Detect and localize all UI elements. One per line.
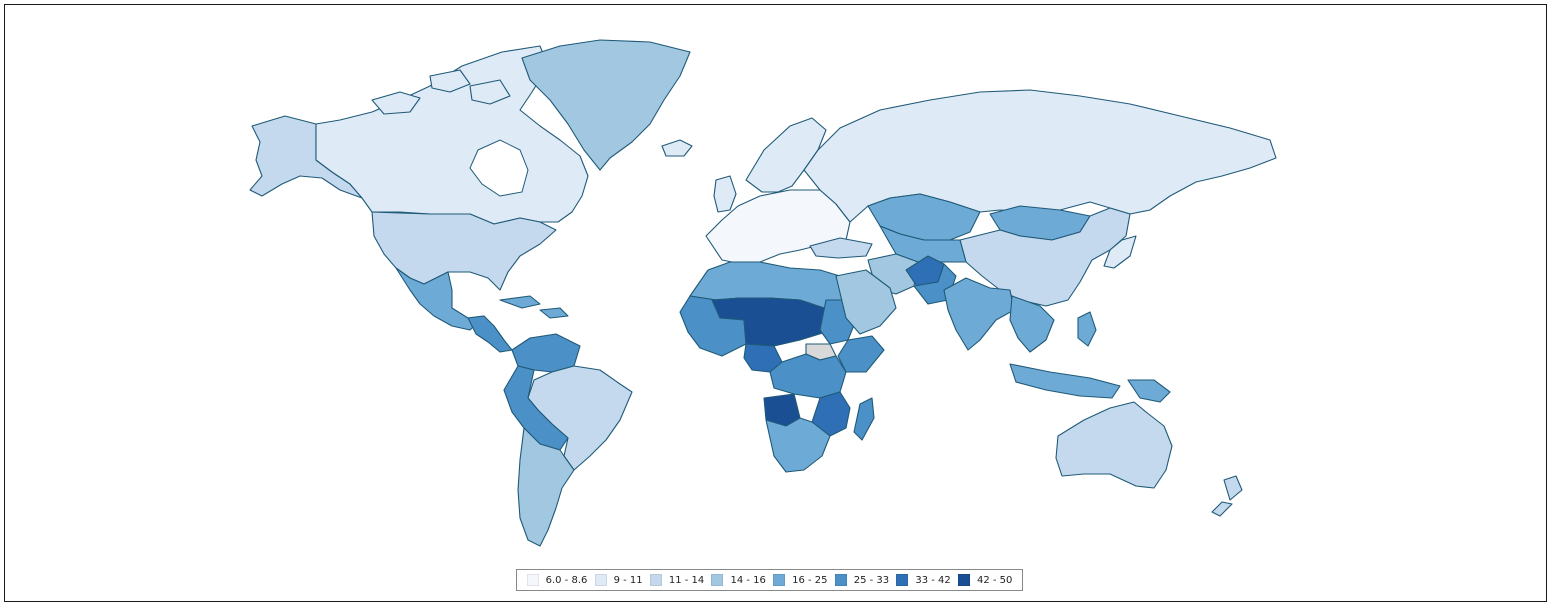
legend-label: 16 - 25 bbox=[792, 574, 828, 586]
legend-swatch bbox=[896, 574, 909, 586]
region-argentina-chile[interactable] bbox=[517, 427, 575, 547]
legend-label: 14 - 16 bbox=[730, 574, 766, 586]
region-turkey[interactable] bbox=[809, 237, 873, 259]
region-peru-bolivia[interactable] bbox=[503, 365, 569, 451]
legend-item: 16 - 25 bbox=[773, 574, 828, 586]
region-india[interactable] bbox=[943, 277, 1015, 351]
legend-swatch bbox=[773, 574, 786, 586]
region-united-states[interactable] bbox=[371, 211, 557, 291]
legend-item: 42 - 50 bbox=[957, 574, 1013, 586]
region-uk-ireland[interactable] bbox=[713, 175, 737, 213]
legend-label: 25 - 33 bbox=[853, 574, 890, 586]
legend-swatch bbox=[594, 574, 607, 586]
region-arctic-islands[interactable] bbox=[371, 69, 511, 115]
legend-swatch bbox=[526, 574, 539, 586]
legend-item: 14 - 16 bbox=[711, 574, 766, 586]
legend-item: 11 - 14 bbox=[649, 574, 705, 586]
legend-item: 25 - 33 bbox=[834, 574, 890, 586]
region-southern-africa[interactable] bbox=[765, 417, 831, 473]
legend-label: 6.0 - 8.6 bbox=[545, 574, 588, 586]
legend-label: 11 - 14 bbox=[668, 574, 705, 586]
legend-label: 33 - 42 bbox=[915, 574, 951, 586]
legend-swatch bbox=[711, 574, 724, 586]
region-central-america[interactable] bbox=[467, 315, 513, 353]
region-central-africa[interactable] bbox=[769, 353, 847, 399]
legend-swatch bbox=[649, 574, 662, 586]
legend-swatch bbox=[957, 574, 970, 586]
region-greenland[interactable] bbox=[521, 39, 691, 171]
legend-item: 6.0 - 8.6 bbox=[526, 574, 588, 586]
legend-label: 42 - 50 bbox=[976, 574, 1013, 586]
region-new-zealand[interactable] bbox=[1211, 475, 1243, 517]
legend-label: 9 - 11 bbox=[613, 574, 643, 586]
region-colombia-venezuela[interactable] bbox=[511, 333, 581, 373]
map-legend: 6.0 - 8.6 9 - 11 11 - 14 14 - 16 16 - 25… bbox=[516, 569, 1023, 591]
region-australia[interactable] bbox=[1055, 401, 1173, 489]
hudson-bay bbox=[469, 139, 529, 197]
region-philippines[interactable] bbox=[1077, 311, 1097, 347]
region-iceland[interactable] bbox=[661, 139, 693, 157]
region-southeast-asia[interactable] bbox=[1009, 295, 1055, 353]
legend-item: 33 - 42 bbox=[896, 574, 951, 586]
legend-item: 9 - 11 bbox=[594, 574, 643, 586]
region-arabian-peninsula[interactable] bbox=[835, 269, 897, 335]
region-sahel[interactable] bbox=[711, 297, 831, 347]
legend-swatch bbox=[834, 574, 847, 586]
region-indonesia[interactable] bbox=[1009, 363, 1121, 399]
region-papua-new-guinea[interactable] bbox=[1127, 379, 1171, 403]
region-horn-of-africa[interactable] bbox=[837, 335, 885, 373]
region-russia[interactable] bbox=[803, 89, 1277, 223]
region-japan[interactable] bbox=[1103, 235, 1137, 269]
region-caribbean[interactable] bbox=[499, 295, 569, 319]
region-madagascar[interactable] bbox=[853, 397, 875, 441]
